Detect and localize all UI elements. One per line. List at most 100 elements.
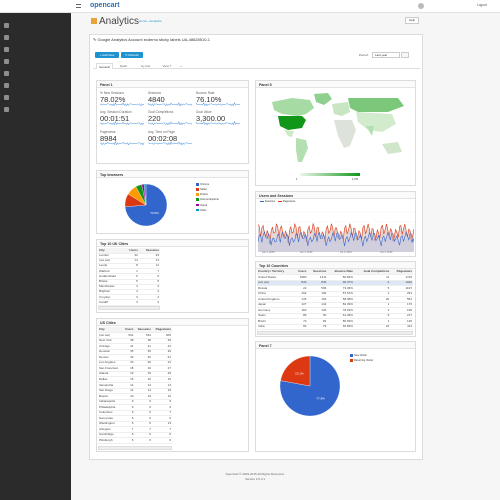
table-row[interactable]: United Kingdom 145 162 68.38% 26 581 <box>257 296 413 303</box>
map-europe <box>332 102 350 116</box>
column-header[interactable]: Bounce Rate <box>327 269 354 275</box>
table-row[interactable]: Indianapolis 9 9 9 <box>98 399 172 406</box>
visitor-data-label: 77.9% <box>316 397 325 401</box>
table-cell: 90.37% <box>327 280 354 286</box>
column-header[interactable]: Users <box>124 248 139 254</box>
tab-ivy-test[interactable]: Ivy test <box>140 64 151 68</box>
map-mexico <box>284 130 294 137</box>
table-row[interactable]: Sunnyvale 6 6 6 <box>98 415 172 422</box>
tab-spain[interactable]: Spain <box>119 64 128 68</box>
table-cell: (not set) <box>98 332 123 339</box>
table-row[interactable]: China 192 192 87.51% 1 291 <box>257 291 413 297</box>
tab-view-7[interactable]: View 7 <box>162 64 172 68</box>
dashboard-icon[interactable] <box>4 23 9 28</box>
column-header[interactable]: Sessions <box>134 327 152 334</box>
avatar[interactable] <box>418 3 424 9</box>
table-cell: 30 <box>122 360 135 367</box>
table-row[interactable]: Spain 86 90 61.36% 9 217 <box>257 313 413 319</box>
column-header[interactable]: Pageviews <box>151 327 172 334</box>
menu-toggle-icon[interactable] <box>76 4 81 8</box>
table-row[interactable]: Watford 1 7 <box>98 268 160 275</box>
logout-link[interactable]: Logout <box>477 3 487 7</box>
table-row[interactable]: Germany 160 126 78.62% 3 195 <box>257 307 413 314</box>
table-row[interactable]: Chicago 41 41 42 <box>98 343 172 350</box>
x-tick: Jan 1, 2015 <box>262 251 275 254</box>
breadcrumb-current[interactable]: Analytics <box>149 19 162 23</box>
tab-general[interactable]: General <box>96 63 113 69</box>
table-row[interactable]: Arlington 7 7 7 <box>98 426 172 433</box>
table-cell: 0 <box>353 280 391 286</box>
legend-sessions-swatch <box>260 201 264 202</box>
help-button[interactable]: Help <box>405 17 419 24</box>
refresh-button[interactable]: ↻ Refresh <box>121 52 143 58</box>
table-cell: 137 <box>293 302 308 308</box>
table-row[interactable]: Brazil 73 82 86.59% 1 125 <box>257 318 413 325</box>
table-row[interactable]: Alexandria 14 14 14 <box>98 382 172 389</box>
table-row[interactable]: San Diego 14 14 15 <box>98 388 172 395</box>
extensions-icon[interactable] <box>4 47 9 52</box>
table-cell: United Kingdom <box>257 296 294 303</box>
table-row[interactable]: Japan 137 142 82.39% 1 176 <box>257 302 413 308</box>
column-header[interactable]: Users <box>122 327 135 334</box>
reports-icon[interactable] <box>4 107 9 112</box>
table-row[interactable]: Cardiff 3 3 <box>98 299 160 306</box>
table-row[interactable]: Bristol 5 5 <box>98 279 160 285</box>
breadcrumb-home[interactable]: Home <box>139 19 148 23</box>
table-row[interactable]: Boston 10 10 10 <box>98 393 172 400</box>
table-row[interactable]: Croydon 3 4 <box>98 294 160 301</box>
column-header[interactable]: Sessions <box>307 269 328 275</box>
table-row[interactable]: Columbus 6 6 7 <box>98 410 172 417</box>
series-line <box>258 231 414 247</box>
column-header[interactable]: City <box>98 327 123 334</box>
table-row[interactable]: New York 38 38 39 <box>98 338 172 345</box>
table-row[interactable]: Atlanta 19 19 20 <box>98 371 172 378</box>
add-new-button[interactable]: + Add New <box>95 52 119 58</box>
users-sessions-legend: Sessions Pageviews <box>260 200 296 204</box>
table-row[interactable]: (not set) 846 845 90.37% 0 1020 <box>257 280 413 286</box>
customers-icon[interactable] <box>4 71 9 76</box>
column-header[interactable]: Sessions <box>138 248 160 254</box>
logo[interactable]: opencart <box>90 2 120 9</box>
legend-pageviews: Pageviews <box>282 200 296 204</box>
table-row[interactable]: Huddersfield 5 5 <box>98 273 160 280</box>
table-cell: 6 <box>122 415 135 422</box>
table-row[interactable]: Manchester 4 4 <box>98 284 160 291</box>
column-header[interactable]: Goal Completions <box>353 269 391 275</box>
table-row[interactable]: Leeds 8 11 <box>98 263 160 270</box>
catalog-icon[interactable] <box>4 35 9 40</box>
table-row[interactable]: Washington 6 6 13 <box>98 421 172 428</box>
table-cell: Croydon <box>98 294 125 301</box>
column-header[interactable]: Pageviews <box>390 269 413 275</box>
map-usa <box>278 116 306 130</box>
table-row[interactable]: Houston 35 35 36 <box>98 349 172 356</box>
column-header[interactable]: Country / Territory <box>257 269 294 275</box>
table-row[interactable]: Cambridge 6 6 6 <box>98 432 172 439</box>
table-row[interactable]: India 83 79 65.83% 24 413 <box>257 324 413 330</box>
table-row[interactable]: Denver 32 32 61 <box>98 354 172 361</box>
table-cell: 7 <box>151 410 172 417</box>
marketing-icon[interactable] <box>4 83 9 88</box>
table-row[interactable]: (not set) 14 14 <box>98 258 160 265</box>
table-row[interactable]: Russia 22 596 73.36% 5 1197 <box>257 285 413 292</box>
sales-icon[interactable] <box>4 59 9 64</box>
settings-button[interactable] <box>401 52 409 58</box>
table-pager[interactable] <box>257 331 413 335</box>
table-pager[interactable] <box>98 306 160 310</box>
table-row[interactable]: San Francisco 18 19 27 <box>98 365 172 372</box>
table-row[interactable]: London 32 33 <box>98 253 160 259</box>
table-row[interactable]: (not set) 534 534 605 <box>98 332 172 339</box>
system-icon[interactable] <box>4 95 9 100</box>
table-row[interactable]: Philadelphia 9 9 9 <box>98 404 172 411</box>
table-row[interactable]: Dallas 15 15 15 <box>98 376 172 383</box>
table-row[interactable]: United States 1080 1311 82.84% 11 1726 <box>257 274 413 281</box>
period-select[interactable]: Last year <box>372 52 400 58</box>
tab-add[interactable]: + <box>180 64 182 68</box>
column-header[interactable]: Users <box>293 269 308 275</box>
legend-swatch <box>350 359 353 362</box>
table-row[interactable]: Brighton 4 4 <box>98 289 160 296</box>
table-row[interactable]: Pittsburgh 6 6 6 <box>98 437 172 444</box>
table-pager[interactable] <box>98 446 172 450</box>
table-row[interactable]: Los Angeles 30 30 31 <box>98 360 172 367</box>
table-cell: 192 <box>293 291 308 297</box>
column-header[interactable]: City <box>98 248 125 254</box>
